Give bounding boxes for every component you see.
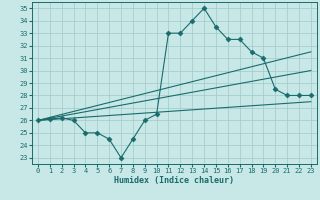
X-axis label: Humidex (Indice chaleur): Humidex (Indice chaleur)	[115, 176, 234, 185]
